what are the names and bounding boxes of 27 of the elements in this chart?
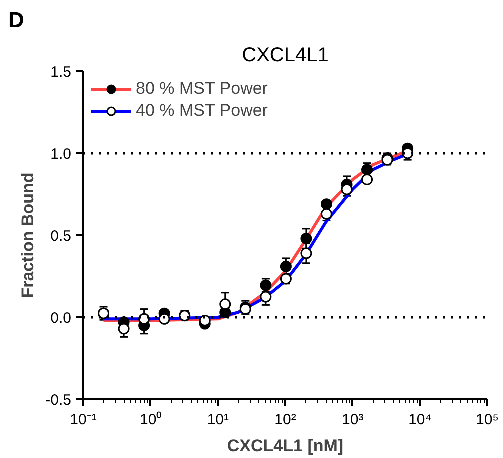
x-tick-label: 10⁰ [140,412,162,428]
point [280,260,292,272]
y-tick-label: 0.0 [50,310,72,327]
y-tick-label: -0.5 [46,392,72,409]
chart-title: CXCL4L1 [242,44,329,66]
legend-label: 40 % MST Power [136,101,268,121]
point [300,233,312,245]
x-tick-label: 10⁵ [476,412,499,428]
x-axis-title: CXCL4L1 [nM] [227,436,344,456]
x-tick-label: 10² [274,412,296,428]
y-axis-title: Fraction Bound [18,172,38,298]
y-tick-label: 1.5 [50,64,72,81]
point [118,323,130,335]
point [362,174,374,186]
text: D [8,8,24,32]
point [260,291,272,303]
legend-label: 80 % MST Power [136,79,268,99]
point [300,248,312,260]
y-tick-label: 1.0 [50,146,72,163]
point [320,198,332,210]
point [158,313,170,325]
y-tick-label: 0.5 [50,228,72,245]
x-tick-label: 10⁻¹ [70,412,97,428]
x-tick-label: 10³ [342,412,364,428]
x-tick-label: 10⁴ [408,412,432,428]
x-tick-label: 10¹ [207,412,230,428]
point [220,298,232,310]
